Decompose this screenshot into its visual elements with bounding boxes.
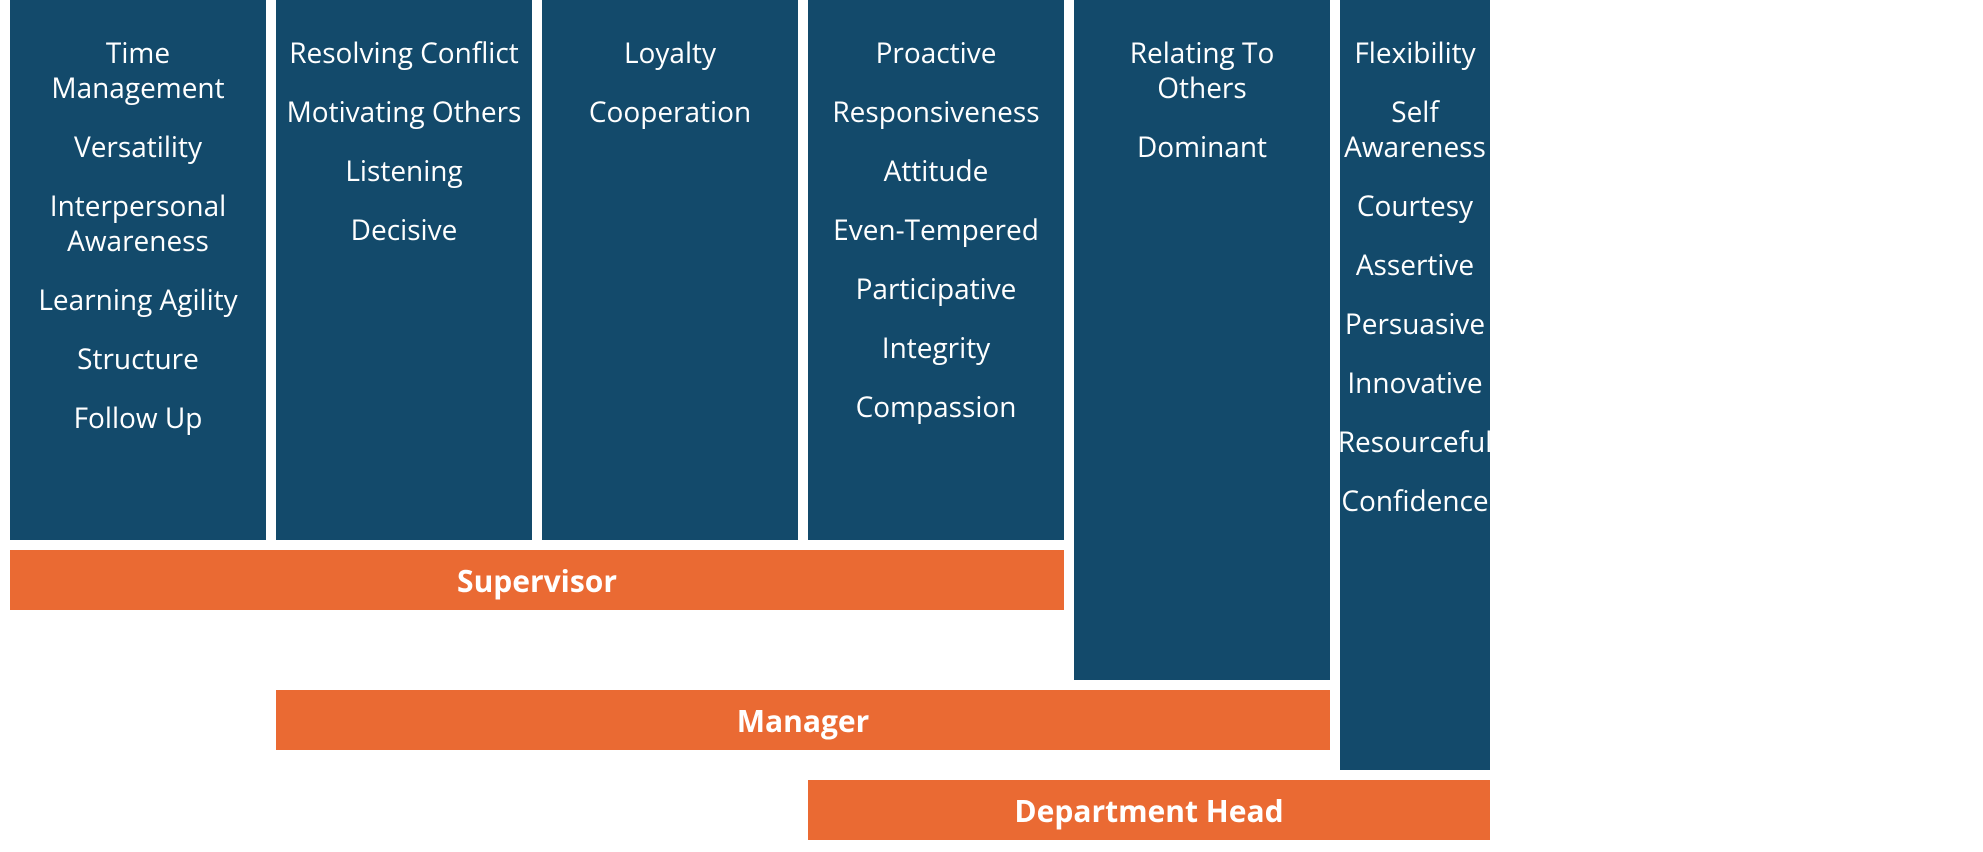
role-bar: Manager — [276, 690, 1330, 750]
role-bar: Department Head — [808, 780, 1490, 840]
role-bar-label: Supervisor — [457, 560, 617, 601]
competency-column: LoyaltyCooperation — [542, 0, 798, 540]
competency-item: Innovative — [1337, 354, 1492, 413]
competency-item: Motivating Others — [277, 83, 532, 142]
competency-list: FlexibilitySelf AwarenessCourtesyAsserti… — [1340, 24, 1490, 531]
competency-item: Structure — [67, 330, 209, 389]
diagram-canvas: Time ManagementVersatilityInterpersonal … — [0, 0, 1983, 852]
competency-item: Follow Up — [64, 389, 213, 448]
competency-item: Proactive — [866, 24, 1007, 83]
competency-column: Resolving ConflictMotivating OthersListe… — [276, 0, 532, 540]
competency-item: Even-Tempered — [823, 201, 1049, 260]
competency-item: Compassion — [846, 378, 1027, 437]
role-bar-label: Manager — [737, 700, 870, 741]
role-bar: Supervisor — [10, 550, 1064, 610]
competency-column: Relating To OthersDominant — [1074, 0, 1330, 680]
competency-list: LoyaltyCooperation — [542, 24, 798, 142]
competency-item: Time Management — [10, 24, 266, 118]
competency-list: Resolving ConflictMotivating OthersListe… — [276, 24, 532, 260]
competency-column: FlexibilitySelf AwarenessCourtesyAsserti… — [1340, 0, 1490, 770]
competency-list: ProactiveResponsivenessAttitudeEven-Temp… — [808, 24, 1064, 437]
competency-item: Responsiveness — [822, 83, 1049, 142]
competency-item: Persuasive — [1335, 295, 1495, 354]
competency-item: Learning Agility — [28, 271, 247, 330]
competency-item: Integrity — [872, 319, 1000, 378]
role-bar-label: Department Head — [1014, 790, 1283, 831]
competency-item: Listening — [335, 142, 472, 201]
competency-item: Dominant — [1127, 118, 1277, 177]
competency-item: Cooperation — [579, 83, 761, 142]
competency-item: Versatility — [64, 118, 212, 177]
competency-item: Resourceful — [1328, 413, 1503, 472]
competency-item: Interpersonal Awareness — [10, 177, 266, 271]
competency-item: Relating To Others — [1074, 24, 1330, 118]
competency-item: Loyalty — [614, 24, 726, 83]
competency-item: Flexibility — [1344, 24, 1485, 83]
competency-list: Time ManagementVersatilityInterpersonal … — [10, 24, 266, 448]
competency-item: Confidence — [1331, 472, 1498, 531]
competency-column: Time ManagementVersatilityInterpersonal … — [10, 0, 266, 540]
competency-item: Self Awareness — [1334, 83, 1496, 177]
competency-item: Attitude — [874, 142, 999, 201]
competency-item: Participative — [846, 260, 1027, 319]
competency-item: Assertive — [1346, 236, 1484, 295]
competency-list: Relating To OthersDominant — [1074, 24, 1330, 177]
competency-item: Courtesy — [1347, 177, 1483, 236]
competency-item: Resolving Conflict — [279, 24, 529, 83]
competency-item: Decisive — [341, 201, 468, 260]
competency-column: ProactiveResponsivenessAttitudeEven-Temp… — [808, 0, 1064, 540]
